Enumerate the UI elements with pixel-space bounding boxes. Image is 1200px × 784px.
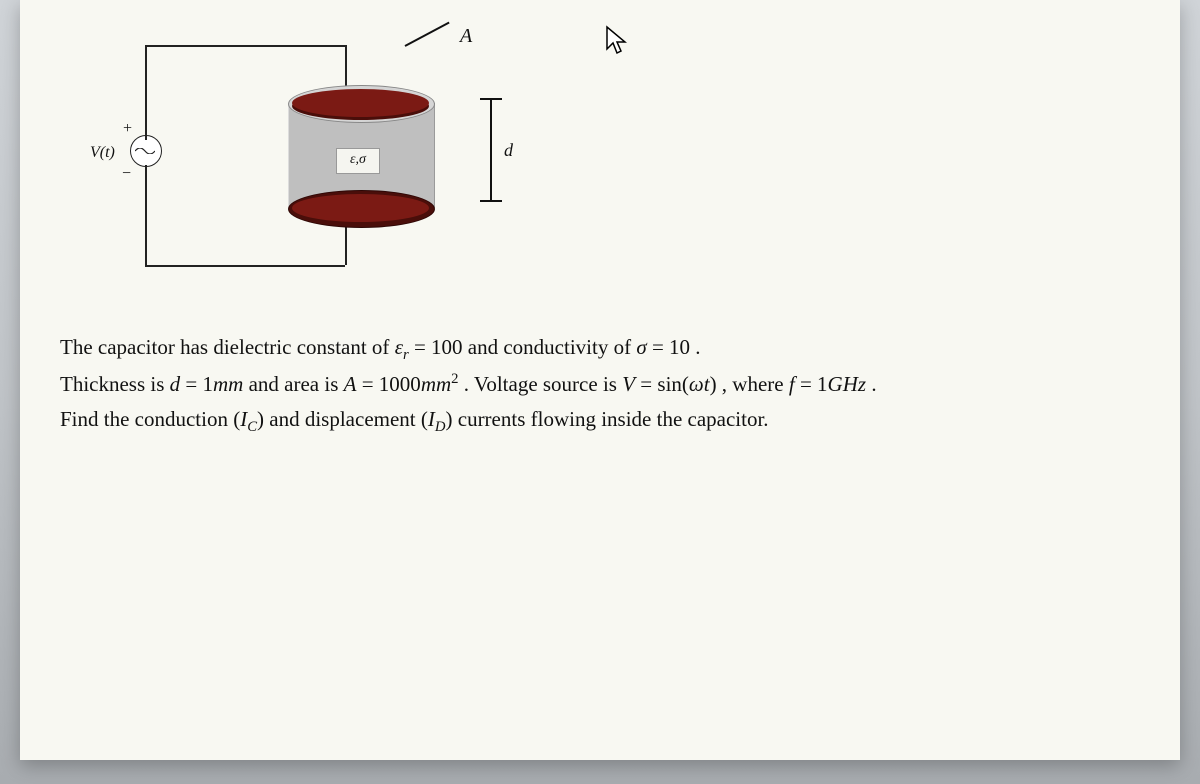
thickness-tick bbox=[480, 200, 502, 202]
omega-t: ωt bbox=[689, 372, 710, 396]
wire bbox=[145, 165, 147, 265]
area-leader-line bbox=[405, 22, 450, 47]
mm: mm bbox=[213, 372, 243, 396]
source-minus: − bbox=[122, 165, 131, 183]
text: ) , where bbox=[710, 372, 789, 396]
text: = sin( bbox=[635, 372, 689, 396]
source-plus: + bbox=[122, 120, 133, 138]
cylinder-bottom-plate bbox=[292, 194, 429, 222]
wire bbox=[145, 45, 345, 47]
source-label: V(t) bbox=[90, 144, 115, 162]
text: = 1000 bbox=[356, 372, 420, 396]
cylinder-top-plate bbox=[292, 89, 429, 117]
ghz: GHz bbox=[828, 372, 867, 396]
text: Find the conduction ( bbox=[60, 407, 240, 431]
wire bbox=[145, 45, 147, 140]
Id-sub: D bbox=[435, 419, 446, 435]
cursor-icon bbox=[605, 25, 627, 55]
text: ) and displacement ( bbox=[257, 407, 428, 431]
text: The capacitor has dielectric constant of bbox=[60, 335, 395, 359]
text: Thickness is bbox=[60, 372, 170, 396]
text: = 10 . bbox=[647, 335, 701, 359]
Ic-sub: C bbox=[247, 419, 257, 435]
area-label: A bbox=[460, 25, 472, 48]
text: and area is bbox=[243, 372, 343, 396]
eps-sigma-label: ε,σ bbox=[336, 148, 380, 174]
thickness-label: d bbox=[504, 140, 513, 161]
Id: I bbox=[428, 407, 435, 431]
problem-text: The capacitor has dielectric constant of… bbox=[60, 330, 1140, 440]
text: = 100 and conductivity of bbox=[409, 335, 637, 359]
text: = 1 bbox=[795, 372, 828, 396]
sigma: σ bbox=[636, 335, 646, 359]
problem-page: + − V(t) ε,σ A d The capaci bbox=[20, 0, 1180, 760]
d-sym: d bbox=[170, 372, 181, 396]
capacitor-figure: + − V(t) ε,σ A d bbox=[90, 20, 610, 290]
epsilon-r: ε bbox=[395, 335, 403, 359]
A-sym: A bbox=[344, 372, 357, 396]
text: = 1 bbox=[180, 372, 213, 396]
text: . bbox=[866, 372, 877, 396]
sq: 2 bbox=[451, 371, 458, 387]
text: ) currents flowing inside the capacitor. bbox=[446, 407, 769, 431]
V-sym: V bbox=[622, 372, 635, 396]
thickness-dim-line bbox=[490, 100, 492, 200]
text: . Voltage source is bbox=[459, 372, 623, 396]
thickness-tick bbox=[480, 98, 502, 100]
wire bbox=[145, 265, 345, 267]
mm2: mm bbox=[421, 372, 451, 396]
